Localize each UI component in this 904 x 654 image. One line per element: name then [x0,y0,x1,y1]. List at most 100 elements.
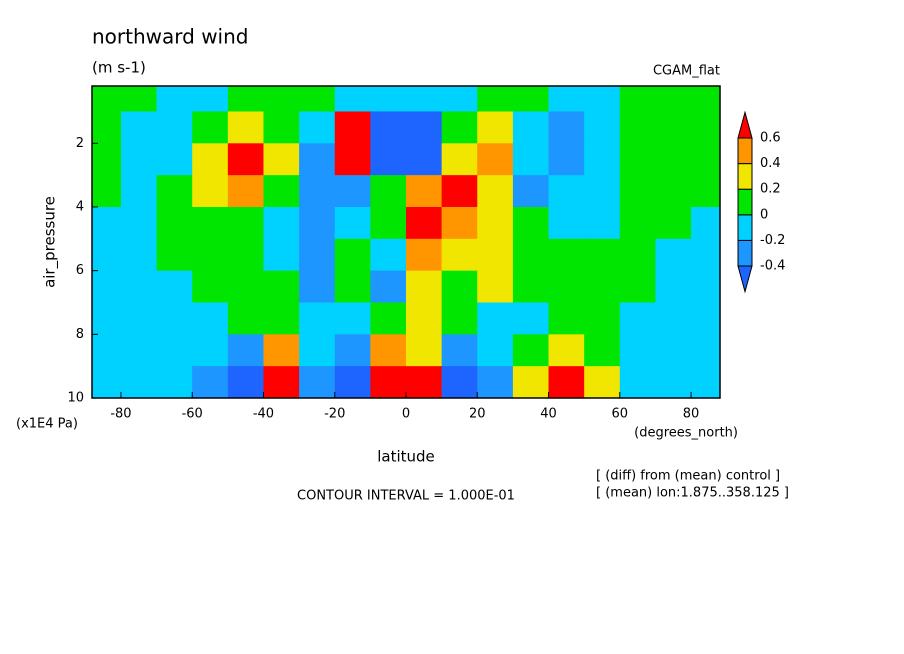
field-cell [156,334,193,367]
field-cell [120,302,158,335]
field-cell [691,366,720,398]
field-cell [120,334,158,367]
field-cell [441,143,478,176]
chart-title: northward wind [92,25,248,49]
field-cell [619,86,656,112]
field-cell [227,206,264,240]
field-cell [156,238,193,272]
field-cell [92,86,122,112]
field-cell [156,366,193,398]
field-cell [263,175,300,208]
field-cell [406,302,443,335]
field-cell [691,334,720,367]
field-cell [548,238,585,272]
field-cell [512,175,550,208]
field-cell [299,270,336,303]
field-cell [406,206,443,240]
field-cell [263,206,300,240]
field-cell [192,366,229,398]
field-cell [370,175,407,208]
field-cell [441,111,478,144]
field-cell [512,111,550,144]
field-cell [477,143,514,176]
field [92,86,720,398]
x-tick-label: 0 [402,407,410,422]
field-cell [406,270,443,303]
field-cell [299,175,336,208]
field-cell [156,86,193,112]
colorbar-label: -0.4 [760,259,785,274]
field-cell [334,238,371,272]
x-tick-label: -40 [253,407,274,422]
field-cell [512,270,550,303]
field-cell [299,302,336,335]
field-cell [92,238,122,272]
field-cell [441,86,478,112]
field-cell [334,334,371,367]
field-cell [406,143,443,176]
field-cell [477,238,514,272]
field-cell [619,175,656,208]
field-cell [156,206,193,240]
field-cell [263,302,300,335]
field-cell [92,366,122,398]
field-cell [156,143,193,176]
field-cell [263,143,300,176]
colorbar-label: 0 [760,207,768,222]
field-cell [263,238,300,272]
field-cell [512,238,550,272]
field-cell [655,111,692,144]
field-cell [120,86,158,112]
info: [ (mean) lon:1.875..358.125 ] [596,486,789,501]
field-cell [192,143,229,176]
field-cell [120,238,158,272]
field-cell [192,302,229,335]
field-cell [512,334,550,367]
field-cell [619,143,656,176]
field-cell [370,111,407,144]
field-cell [156,270,193,303]
field-cell [584,238,621,272]
field-cell [477,366,514,398]
field-cell [619,302,656,335]
field-cell [584,302,621,335]
field-cell [512,86,550,112]
field-cell [619,270,656,303]
field-cell [406,111,443,144]
field-cell [477,206,514,240]
field-cell [156,302,193,335]
colorbar-box [737,239,753,267]
field-cell [299,206,336,240]
field-cell [299,334,336,367]
field-cell [548,270,585,303]
field-cell [655,206,692,240]
field-cell [263,111,300,144]
y-tick-label: 10 [67,391,84,406]
field-cell [263,86,300,112]
field-cell [691,143,720,176]
x-tick-label: -60 [182,407,203,422]
field-cell [227,270,264,303]
field-cell [548,366,585,398]
y-tick-label: 8 [76,327,84,342]
field-cell [477,270,514,303]
field-cell [370,334,407,367]
field-cell [263,366,300,398]
field-cell [120,270,158,303]
field-cell [299,366,336,398]
field-cell [619,334,656,367]
field-cell [299,143,336,176]
colorbar-label: 0.4 [760,156,781,171]
field-cell [299,86,336,112]
field-cell [227,238,264,272]
y-axis-unit: (x1E4 Pa) [16,417,78,432]
field-cell [691,302,720,335]
colorbar-label: 0.2 [760,182,781,197]
y-tick-label: 2 [76,136,84,151]
field-cell [92,334,122,367]
field-cell [120,175,158,208]
field-cell [192,111,229,144]
field-cell [619,238,656,272]
chart-subtitle: (m s-1) [92,59,146,77]
field-cell [156,111,193,144]
